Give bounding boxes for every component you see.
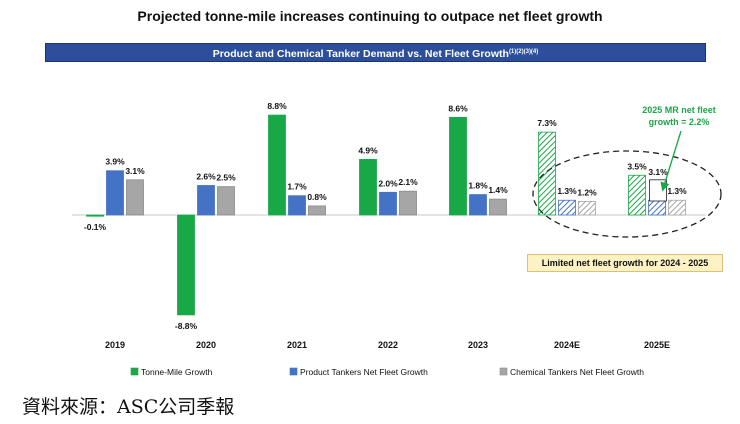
bar-2024e-series-1 — [538, 131, 556, 216]
bar-2020-series-1 — [177, 214, 195, 316]
bar-2023-series-2 — [469, 194, 487, 216]
projection-highlight-ellipse — [532, 150, 722, 238]
data-label-2020-series-1: -8.8% — [175, 321, 198, 331]
mr-note-arrow — [660, 130, 682, 192]
bar-2023-series-3 — [489, 198, 507, 216]
legend-swatch-series-2 — [289, 367, 298, 376]
bar-2023-series-1 — [449, 116, 467, 216]
data-label-2021-series-2: 1.7% — [287, 182, 307, 192]
data-label-2019-series-3: 3.1% — [125, 166, 145, 176]
page-title: Projected tonne-mile increases continuin… — [137, 8, 603, 24]
chart-banner: Product and Chemical Tanker Demand vs. N… — [45, 43, 706, 62]
data-label-2022-series-1: 4.9% — [358, 145, 378, 155]
mr-note-line-2: growth = 2.2% — [649, 117, 710, 127]
source-caption: 資料來源：ASC公司季報 — [22, 396, 235, 418]
legend-label-series-2: Product Tankers Net Fleet Growth — [300, 367, 428, 377]
x-tick-label-2024e: 2024E — [554, 340, 580, 350]
x-tick-label-2021: 2021 — [287, 340, 307, 350]
data-label-2019-series-1: -0.1% — [84, 222, 107, 232]
x-tick-label-2020: 2020 — [196, 340, 216, 350]
data-label-2025e-mr-overlay: 3.1% — [648, 167, 668, 177]
data-label-2025e-series-1: 3.5% — [627, 161, 647, 171]
data-label-2024e-series-2: 1.3% — [557, 186, 577, 196]
bar-2021-series-1 — [268, 114, 286, 216]
data-label-2023-series-2: 1.8% — [468, 181, 488, 191]
bar-2022-series-2 — [379, 191, 397, 216]
bar-2019-series-2 — [106, 170, 124, 216]
data-label-2021-series-3: 0.8% — [307, 192, 327, 202]
x-tick-label-2022: 2022 — [378, 340, 398, 350]
limited-growth-callout: Limited net fleet growth for 2024 - 2025 — [527, 254, 723, 272]
bar-2025e-series-2 — [648, 199, 666, 216]
bar-2019-series-1 — [86, 214, 104, 217]
bar-2022-series-1 — [359, 158, 377, 216]
data-label-2022-series-2: 2.0% — [378, 178, 398, 188]
bar-2025e-series-3 — [668, 199, 686, 216]
x-tick-label-2025e: 2025E — [644, 340, 670, 350]
bar-2020-series-2 — [197, 185, 215, 216]
bar-2024e-series-2 — [558, 199, 576, 216]
bar-2024e-series-3 — [578, 200, 596, 216]
data-label-2020-series-3: 2.5% — [216, 173, 236, 183]
data-label-2020-series-2: 2.6% — [196, 171, 216, 181]
legend-label-series-3: Chemical Tankers Net Fleet Growth — [510, 367, 644, 377]
data-label-2021-series-1: 8.8% — [267, 101, 287, 111]
legend-label-series-1: Tonne-Mile Growth — [141, 367, 213, 377]
banner-footnote-refs: (1)(2)(3)(4) — [508, 49, 539, 55]
x-tick-label-2023: 2023 — [468, 340, 488, 350]
bar-2019-series-3 — [126, 179, 144, 216]
data-label-2024e-series-3: 1.2% — [577, 187, 597, 197]
x-tick-label-2019: 2019 — [105, 340, 125, 350]
mr-note-line-1: 2025 MR net fleet — [642, 105, 716, 115]
bar-2025e-series-1 — [628, 174, 646, 216]
bar-2022-series-3 — [399, 190, 417, 216]
bar-2021-series-2 — [288, 195, 306, 216]
banner-text: Product and Chemical Tanker Demand vs. N… — [212, 48, 509, 60]
data-label-2023-series-1: 8.6% — [448, 103, 468, 113]
legend-swatch-series-3 — [499, 367, 508, 376]
data-label-2024e-series-1: 7.3% — [537, 118, 557, 128]
data-label-2022-series-3: 2.1% — [398, 177, 418, 187]
data-label-2025e-series-3: 1.3% — [667, 186, 687, 196]
bar-2025e-mr-overlay — [649, 179, 667, 202]
bar-2021-series-3 — [308, 205, 326, 216]
data-label-2019-series-2: 3.9% — [105, 157, 125, 167]
legend-swatch-series-1 — [130, 367, 139, 376]
data-label-2023-series-3: 1.4% — [488, 185, 508, 195]
bar-2020-series-3 — [217, 186, 235, 216]
